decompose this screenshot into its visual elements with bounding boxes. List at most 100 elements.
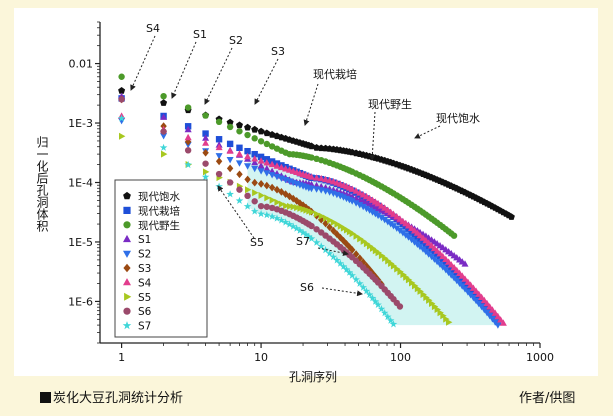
data-point [353, 232, 360, 240]
data-point [337, 233, 344, 242]
data-point [263, 203, 271, 210]
data-point [327, 216, 334, 224]
data-point [252, 189, 259, 197]
data-point [268, 160, 276, 168]
series-S5 [119, 132, 453, 326]
series-S7 [117, 114, 398, 328]
data-point [314, 210, 321, 218]
data-point [226, 123, 234, 131]
data-point [390, 223, 397, 230]
annotation-leader-line [321, 287, 363, 297]
data-point [251, 125, 259, 133]
data-point [296, 226, 304, 234]
data-point [235, 160, 243, 167]
data-point [244, 163, 252, 170]
data-point [202, 130, 209, 137]
data-point [308, 173, 315, 180]
data-point [289, 222, 297, 230]
data-point [250, 207, 259, 215]
data-point [203, 168, 210, 176]
data-point [257, 180, 265, 188]
x-tick-label: 1000 [526, 351, 554, 364]
data-point [273, 162, 281, 169]
data-point [375, 249, 382, 257]
series-S6 [118, 96, 404, 310]
data-point [294, 204, 301, 212]
data-point [264, 194, 271, 202]
data-point [371, 297, 380, 305]
data-point [348, 198, 356, 205]
data-point [258, 191, 265, 199]
data-point [202, 160, 209, 167]
annotation-leader-line [217, 185, 255, 239]
data-point [380, 309, 389, 317]
y-tick-label: 0.01 [69, 58, 94, 71]
data-point [390, 262, 398, 270]
legend-label: S7 [138, 321, 151, 333]
data-point [118, 87, 126, 94]
data-point [446, 318, 453, 326]
data-point [257, 138, 265, 145]
data-point [384, 312, 392, 321]
data-point [308, 222, 315, 230]
data-point [302, 230, 310, 238]
data-point [389, 320, 398, 328]
legend-marker [123, 307, 131, 315]
data-point [497, 316, 505, 323]
data-point [119, 132, 126, 140]
data-point [386, 316, 395, 324]
data-point [499, 319, 507, 326]
data-point [202, 148, 209, 157]
data-point [352, 250, 360, 258]
data-point [381, 217, 389, 224]
data-point [439, 252, 447, 260]
data-point [330, 226, 337, 235]
data-point [226, 157, 234, 164]
data-point [374, 204, 382, 212]
data-point [282, 165, 290, 172]
data-point [365, 290, 374, 298]
data-point [312, 238, 321, 246]
annotation-leader-line [369, 111, 376, 161]
data-point [405, 222, 412, 229]
legend-marker [123, 221, 131, 229]
data-point [283, 202, 290, 210]
x-tick-label: 1 [118, 351, 125, 364]
annotation-s5: S5 [250, 236, 264, 249]
data-point [323, 214, 330, 222]
annotation-s6: S6 [300, 281, 314, 294]
data-point [236, 186, 243, 193]
annotation-modern-wild: 现代野生 [368, 97, 412, 111]
data-point [268, 172, 276, 179]
data-point [393, 225, 401, 232]
data-point [308, 142, 315, 150]
annotation-leader-line [317, 247, 349, 256]
data-point [377, 305, 386, 313]
data-point [263, 159, 271, 166]
data-point [334, 220, 341, 228]
legend-marker [123, 191, 131, 200]
data-point [287, 202, 294, 210]
data-point [215, 143, 223, 151]
data-point [390, 210, 397, 217]
data-point [494, 312, 502, 320]
data-point [268, 143, 276, 150]
annotation-leader-line [171, 41, 197, 99]
data-point [352, 187, 360, 194]
data-point [160, 99, 168, 106]
data-point [378, 214, 385, 222]
data-point [251, 135, 258, 142]
data-point [461, 260, 469, 267]
caption-square-icon [40, 392, 51, 403]
data-point [356, 254, 363, 263]
x-tick-label: 10 [254, 351, 268, 364]
data-point [290, 203, 297, 211]
legend-label: S4 [138, 277, 152, 289]
data-point [326, 176, 334, 184]
data-point [263, 165, 271, 172]
data-point [348, 185, 356, 192]
data-point [374, 200, 382, 207]
data-point [369, 209, 377, 216]
